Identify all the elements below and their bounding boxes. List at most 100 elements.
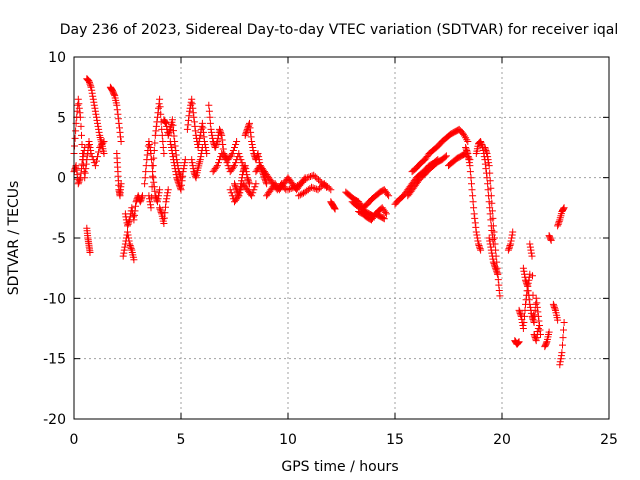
x-tick-label: 10 <box>279 432 297 448</box>
data-point <box>486 240 494 248</box>
data-point <box>179 168 187 176</box>
data-point <box>76 174 84 182</box>
data-point <box>115 119 123 127</box>
data-point <box>534 308 542 316</box>
data-point <box>485 159 493 167</box>
data-point <box>132 202 139 210</box>
data-point <box>148 193 156 201</box>
data-point <box>228 192 236 200</box>
data-point <box>84 142 92 150</box>
data-point <box>530 311 538 319</box>
data-point <box>234 193 242 201</box>
data-point <box>86 249 94 256</box>
data-point <box>159 138 167 145</box>
data-point <box>156 103 164 111</box>
data-point <box>382 210 390 218</box>
data-point <box>488 207 496 215</box>
data-point <box>87 150 95 157</box>
data-point <box>534 328 542 335</box>
data-point <box>534 325 542 332</box>
data-point <box>80 150 88 157</box>
data-point <box>191 172 199 180</box>
data-point <box>316 177 324 185</box>
data-point <box>155 104 162 112</box>
data-point <box>159 144 167 151</box>
data-point <box>555 217 563 225</box>
data-point <box>521 312 528 320</box>
data-point <box>249 189 257 197</box>
y-tick-label: -10 <box>43 291 66 307</box>
data-point <box>286 185 294 193</box>
data-point <box>81 144 89 151</box>
x-tick-label: 5 <box>177 432 186 448</box>
data-point <box>470 204 478 212</box>
data-point <box>226 186 234 194</box>
data-point <box>287 185 295 192</box>
data-point <box>231 162 238 170</box>
data-point <box>474 237 482 245</box>
data-point <box>170 132 178 140</box>
data-point <box>385 192 393 200</box>
data-point <box>520 319 528 326</box>
data-point <box>560 204 568 212</box>
data-point <box>181 156 189 164</box>
data-point <box>295 192 303 200</box>
data-point <box>482 147 490 154</box>
data-point <box>477 139 485 147</box>
data-point <box>121 243 129 251</box>
data-point <box>554 316 562 324</box>
data-point <box>205 107 213 115</box>
data-point <box>462 144 470 151</box>
data-point <box>227 189 235 197</box>
data-point <box>94 153 101 161</box>
data-point <box>515 338 523 346</box>
data-point <box>216 156 223 164</box>
data-point <box>303 174 311 182</box>
data-point <box>251 183 259 191</box>
data-point <box>229 147 237 154</box>
data-point <box>188 100 196 108</box>
data-point <box>237 156 245 164</box>
data-point <box>191 127 199 135</box>
data-point <box>173 174 181 182</box>
y-tick-label: -20 <box>43 412 66 428</box>
data-point <box>465 156 473 164</box>
data-point <box>316 184 324 192</box>
data-point <box>485 162 493 170</box>
data-point <box>469 192 477 200</box>
data-point <box>215 159 222 167</box>
data-point <box>471 214 479 222</box>
data-point <box>139 192 146 200</box>
data-point <box>327 186 335 194</box>
data-point <box>487 192 495 200</box>
data-point <box>469 198 477 206</box>
data-point <box>231 144 238 151</box>
x-tick-label: 0 <box>70 432 79 448</box>
data-point <box>463 136 471 144</box>
data-point <box>490 228 498 236</box>
data-point <box>117 180 125 188</box>
data-point <box>119 252 127 260</box>
data-point <box>310 171 318 179</box>
data-point <box>71 134 79 142</box>
data-point <box>311 173 319 181</box>
data-point <box>90 101 98 109</box>
data-point <box>136 198 144 206</box>
data-point <box>491 263 499 271</box>
data-point <box>190 168 198 176</box>
data-point <box>246 124 254 132</box>
data-point <box>164 189 172 197</box>
data-point <box>127 245 135 253</box>
data-point <box>91 162 99 170</box>
data-point <box>161 118 169 126</box>
data-point <box>185 112 193 120</box>
data-point <box>331 205 339 213</box>
data-point <box>153 196 161 204</box>
data-point <box>507 237 515 245</box>
data-point <box>320 180 328 188</box>
data-point <box>324 183 332 191</box>
data-point <box>95 148 103 156</box>
data-point <box>535 317 543 325</box>
data-point <box>160 150 168 157</box>
data-point <box>233 138 241 145</box>
